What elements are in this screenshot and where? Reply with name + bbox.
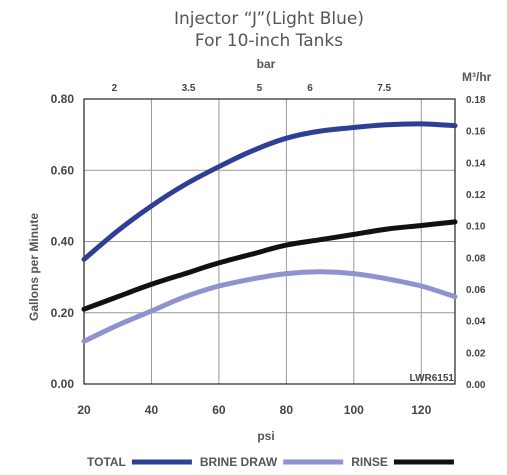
series-line-brine-draw xyxy=(81,269,458,344)
y2-tick-label: 0.16 xyxy=(466,127,486,138)
x-tick-label: 40 xyxy=(145,403,159,417)
y2-tick-label: 0.12 xyxy=(466,190,486,201)
y-axis-title: Gallons per Minute xyxy=(27,213,41,321)
chart-title-line-2: For 10-inch Tanks xyxy=(195,31,343,51)
x-tick-label: 120 xyxy=(411,403,431,417)
x2-tick-label: 7.5 xyxy=(377,83,391,94)
y2-tick-label: 0.14 xyxy=(466,158,486,169)
x-axis-title: psi xyxy=(257,429,274,443)
legend-label-rinse: RINSE xyxy=(351,455,388,469)
y-tick-label: 0.40 xyxy=(51,235,75,249)
series-line-total xyxy=(81,121,458,262)
x-tick-label: 20 xyxy=(77,403,91,417)
x-tick-label: 60 xyxy=(212,403,226,417)
y-tick-label: 0.20 xyxy=(51,306,75,320)
x-tick-label: 80 xyxy=(280,403,294,417)
y2-tick-label: 0.10 xyxy=(466,222,486,233)
x2-tick-label: 2 xyxy=(112,83,118,94)
legend: TOTAL BRINE DRAW RINSE xyxy=(87,455,454,469)
x2-tick-label: 5 xyxy=(257,83,263,94)
chart-title-line-1: Injector “J”(Light Blue) xyxy=(174,9,364,29)
y2-tick-label: 0.06 xyxy=(466,285,486,296)
y2-tick-label: 0.00 xyxy=(466,380,486,391)
x2-axis-title: bar xyxy=(257,57,276,71)
y2-tick-label: 0.04 xyxy=(466,317,486,328)
x2-tick-label: 6 xyxy=(307,83,313,94)
series-lines xyxy=(81,121,458,344)
tick-labels: 20 40 60 80 100 120 0.00 0.20 0.40 0.60 0.80 2 3.5 5 6… xyxy=(51,83,486,417)
chart-annotation: LWR6151 xyxy=(410,373,455,384)
y2-tick-label: 0.08 xyxy=(466,253,486,264)
x-tick-label: 100 xyxy=(344,403,364,417)
legend-label-brine-draw: BRINE DRAW xyxy=(200,455,278,469)
legend-label-total: TOTAL xyxy=(87,455,126,469)
plot-frame xyxy=(83,98,456,385)
series-line-rinse xyxy=(81,219,458,312)
x2-tick-label: 3.5 xyxy=(182,83,196,94)
y-tick-label: 0.80 xyxy=(51,92,75,106)
y2-axis-title: M³/hr xyxy=(462,70,492,84)
grid-lines xyxy=(83,98,456,385)
y2-tick-label: 0.02 xyxy=(466,348,486,359)
y-tick-label: 0.00 xyxy=(51,377,75,391)
y2-tick-label: 0.18 xyxy=(466,95,486,106)
y-tick-label: 0.60 xyxy=(51,163,75,177)
